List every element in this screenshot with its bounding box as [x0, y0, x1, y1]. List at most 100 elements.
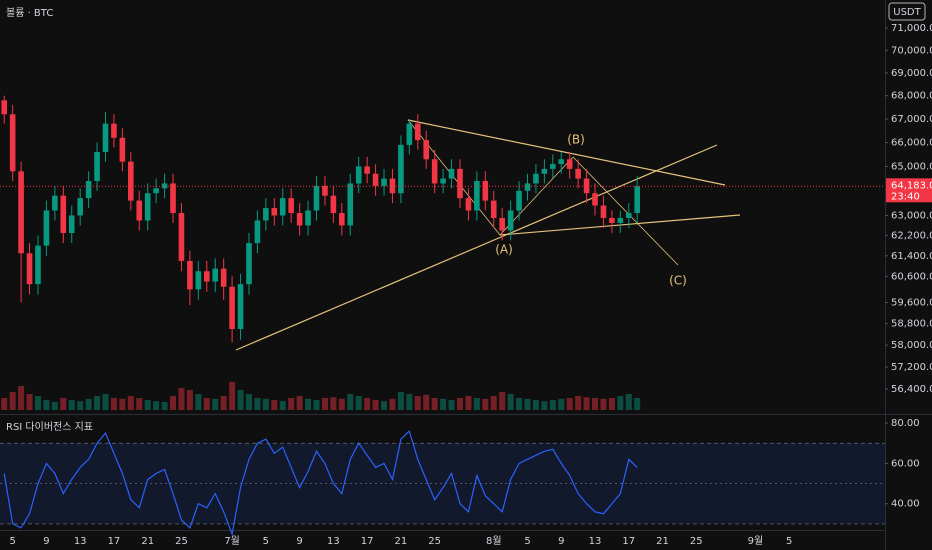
volume-bar — [600, 398, 607, 410]
x-tick-label: 25 — [175, 536, 188, 547]
volume-bar — [68, 400, 75, 410]
volume-bar — [51, 402, 58, 410]
y-tick-label: 66,000.00 — [891, 138, 932, 149]
candle-body — [414, 123, 421, 141]
candle-body — [128, 161, 134, 201]
candle-body — [203, 271, 210, 282]
volume-bar — [220, 396, 227, 410]
candle-body — [600, 205, 607, 218]
volume-bar — [338, 398, 345, 410]
volume-bar — [212, 398, 219, 410]
volume-bar — [77, 401, 84, 410]
rsi-title: RSI 다이버전스 지표 — [6, 421, 93, 433]
candle-body — [457, 168, 463, 199]
candle-body — [440, 178, 446, 184]
candle-body — [212, 268, 219, 282]
last-price-label: 64,183.01 — [891, 180, 932, 191]
volume-bar — [271, 400, 278, 410]
candle-body — [507, 210, 514, 231]
volume-bar — [473, 398, 480, 410]
candle-body — [448, 168, 455, 179]
volume-bar — [85, 398, 92, 410]
x-tick-label: 17 — [361, 536, 374, 547]
volume-bar — [532, 400, 539, 410]
candle-body — [136, 200, 143, 221]
candle-body — [406, 123, 413, 145]
candle-body — [77, 198, 83, 216]
candle-body — [634, 186, 641, 213]
candle-body — [609, 217, 615, 223]
volume-bar — [490, 396, 497, 410]
volume-bar — [355, 396, 362, 410]
volume-bar — [18, 386, 25, 410]
y-tick-label: 71,000.00 — [891, 23, 932, 34]
y-tick-label: 62,200.00 — [891, 231, 932, 242]
x-tick-label: 25 — [428, 536, 441, 547]
candle-body — [541, 168, 548, 174]
trendline — [407, 119, 726, 186]
volume-bar — [456, 398, 463, 410]
candle-body — [94, 152, 100, 182]
candle-body — [279, 198, 286, 216]
candle-body — [111, 123, 117, 138]
volume-bar — [43, 400, 50, 410]
currency[interactable]: USDT — [893, 7, 921, 18]
volume-bar — [279, 401, 286, 410]
volume-bar — [245, 394, 252, 410]
y-tick-label: 59,600.00 — [891, 297, 932, 308]
candle-body — [339, 212, 345, 226]
x-tick-label: 21 — [395, 536, 408, 547]
volume-bar — [296, 396, 303, 410]
volume-bar — [313, 400, 320, 410]
candle-body — [237, 284, 244, 330]
y-tick-label: 61,400.00 — [891, 251, 932, 262]
candle-body — [178, 212, 185, 261]
y-tick-label: 58,800.00 — [891, 319, 932, 330]
volume — [1, 382, 641, 410]
candle-body — [9, 114, 16, 172]
candle-body — [296, 212, 303, 226]
candle-body — [592, 193, 598, 206]
volume-bar — [592, 398, 599, 410]
volume-bar — [372, 400, 379, 410]
x-tick-label: 9월 — [748, 535, 764, 547]
candle-body — [43, 210, 50, 246]
candle-body — [575, 168, 581, 179]
volume-bar — [229, 382, 236, 410]
x-tick-label: 13 — [74, 536, 87, 547]
x-tick-label: 13 — [589, 536, 602, 547]
candles — [1, 95, 641, 343]
volume-bar — [195, 394, 202, 410]
x-tick-label: 7월 — [224, 535, 240, 547]
candle-body — [423, 140, 430, 160]
candle-body — [271, 208, 278, 216]
x-tick-label: 17 — [108, 536, 121, 547]
candle-body — [372, 173, 379, 186]
volume-bar — [321, 398, 328, 410]
candle-body — [1, 100, 8, 115]
candle-body — [550, 164, 556, 169]
volume-bar — [288, 398, 295, 410]
wave-label: (B) — [567, 133, 585, 147]
currency-box[interactable] — [888, 2, 926, 21]
volume-bar — [161, 402, 168, 410]
volume-bar — [254, 398, 261, 410]
candle-body — [60, 195, 67, 233]
volume-bar — [9, 392, 16, 410]
candle-body — [533, 173, 539, 184]
y-tick-label: 67,000.00 — [891, 114, 932, 125]
candle-body — [524, 183, 531, 191]
countdown: 23:40 — [891, 191, 920, 202]
volume-bar — [203, 398, 210, 410]
candle-body — [558, 159, 565, 165]
volume-bar — [389, 398, 396, 410]
candle-body — [482, 181, 489, 201]
x-tick-label: 9 — [43, 536, 49, 547]
candle-body — [229, 286, 235, 330]
x-tick-label: 17 — [622, 536, 635, 547]
y-tick-label: 65,000.00 — [891, 161, 932, 172]
candle-body — [246, 243, 252, 285]
candle-body — [119, 137, 126, 162]
candle-body — [144, 193, 151, 221]
